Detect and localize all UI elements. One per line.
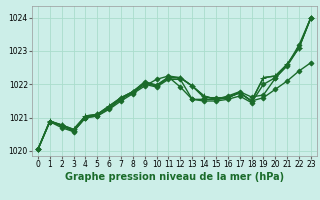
X-axis label: Graphe pression niveau de la mer (hPa): Graphe pression niveau de la mer (hPa)	[65, 172, 284, 182]
